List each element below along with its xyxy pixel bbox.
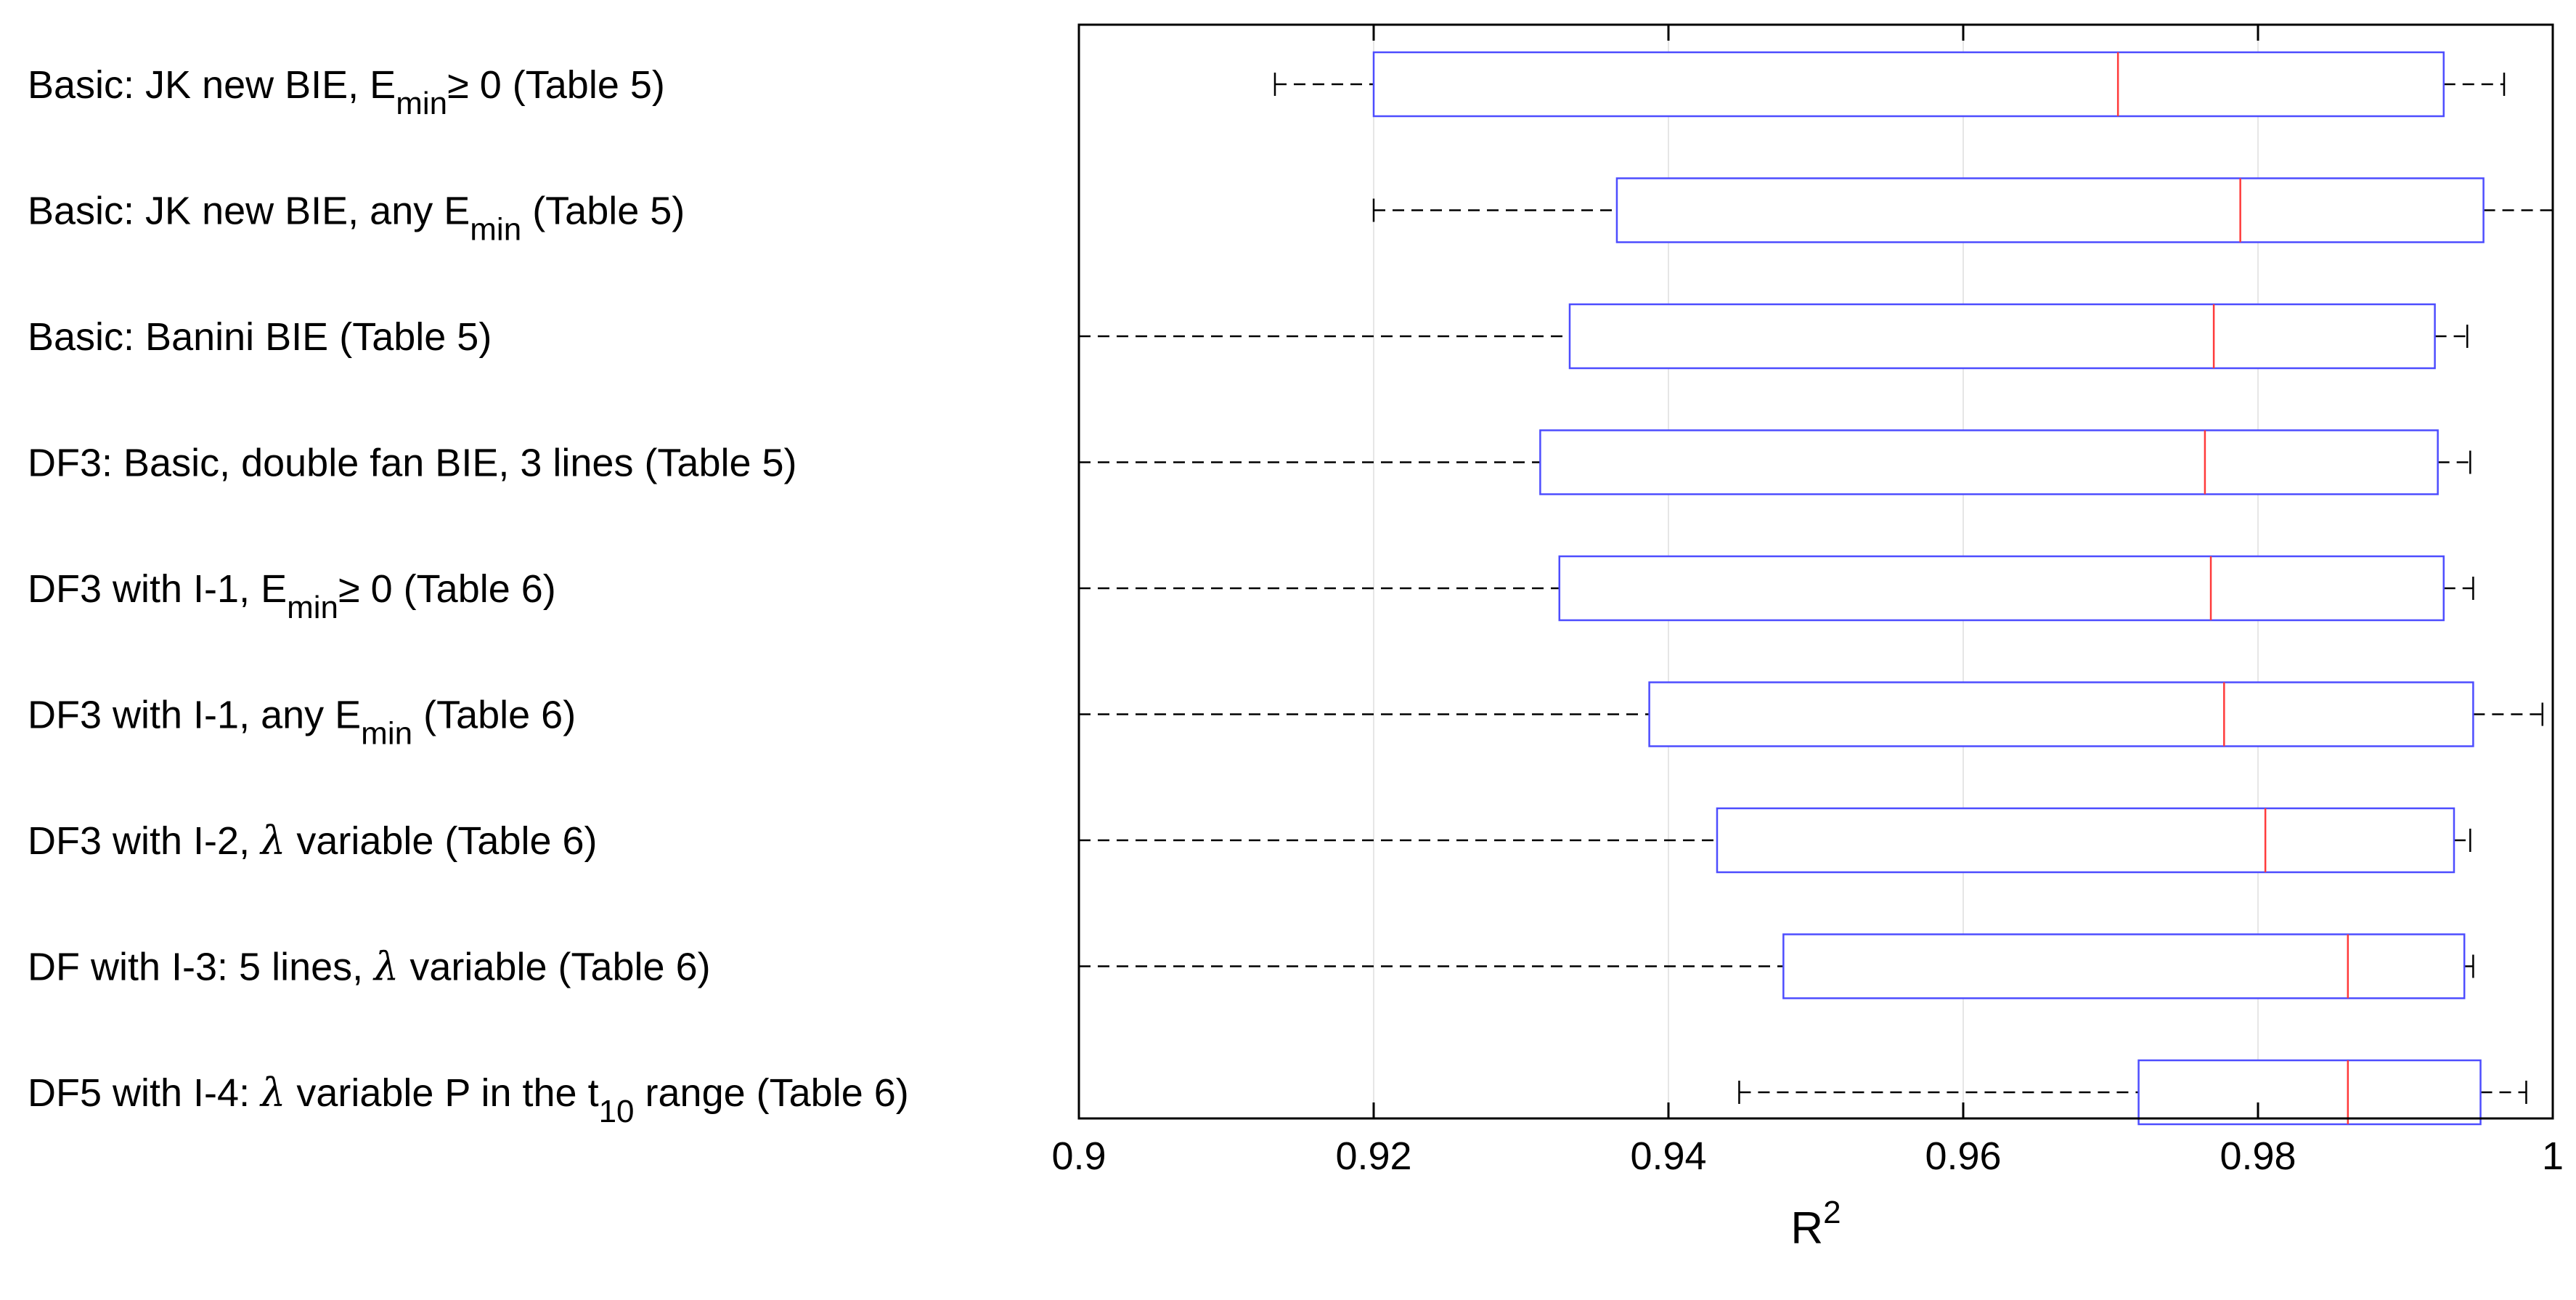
label-text: ≥ 0 (Table 6)	[338, 567, 556, 611]
label-text: λ	[259, 1070, 285, 1116]
interquartile-box	[1648, 681, 2474, 747]
label-text: DF5 with I-4:	[28, 1071, 261, 1115]
label-text: DF3 with I-2,	[28, 819, 261, 863]
label-text: λ	[259, 818, 285, 864]
x-tick-label: 1	[2542, 1134, 2564, 1178]
interquartile-box	[1716, 807, 2455, 874]
box-plot-row	[1077, 807, 2471, 874]
category-label: DF with I-3: 5 lines, λ variable (Table …	[28, 944, 711, 990]
label-text: range (Table 6)	[635, 1071, 909, 1115]
label-text: Basic: Banini BIE (Table 5)	[28, 315, 492, 359]
label-text: variable P in the t	[285, 1071, 598, 1115]
category-label: DF3 with I-2, λ variable (Table 6)	[28, 818, 598, 864]
label-text: variable (Table 6)	[285, 819, 597, 863]
label-text: DF with I-3: 5 lines,	[28, 946, 374, 989]
label-text: ≥ 0 (Table 5)	[447, 63, 665, 107]
label-text: variable (Table 6)	[399, 946, 710, 989]
interquartile-box	[1782, 933, 2466, 999]
box-plots	[1077, 51, 2554, 1126]
box-plot-row	[1738, 1059, 2527, 1126]
x-axis-title-superscript: 2	[1823, 1195, 1841, 1230]
box-plot-row	[1077, 933, 2474, 999]
x-tick-label: 0.96	[1925, 1134, 2001, 1178]
label-text: λ	[372, 944, 399, 990]
box-plot-row	[1273, 51, 2506, 118]
x-axis-title-text: R	[1790, 1203, 1823, 1254]
label-text: DF3 with I-1, any E	[28, 694, 361, 737]
category-label: Basic: Banini BIE (Table 5)	[28, 315, 492, 359]
label-subscript: 10	[599, 1094, 635, 1129]
label-text: Basic: JK new BIE, E	[28, 63, 396, 107]
label-text: DF3: Basic, double fan BIE, 3 lines (Tab…	[28, 442, 797, 485]
box-plot-row	[1077, 303, 2469, 370]
interquartile-box	[2137, 1059, 2482, 1126]
x-tick-label: 0.92	[1335, 1134, 1411, 1178]
x-tick-label: 0.9	[1051, 1134, 1106, 1178]
interquartile-box	[1539, 429, 2439, 495]
category-label: DF3 with I-1, any Emin (Table 6)	[28, 694, 576, 752]
category-label: DF3 with I-1, Emin≥ 0 (Table 6)	[28, 567, 556, 625]
interquartile-box	[1615, 177, 2485, 243]
category-labels: Basic: JK new BIE, Emin≥ 0 (Table 5)Basi…	[28, 63, 909, 1129]
box-plot-row	[1077, 555, 2474, 622]
interquartile-box	[1568, 303, 2436, 370]
x-axis-ticks: 0.9 0.92 0.94 0.96 0.98 1	[1051, 25, 2564, 1178]
label-subscript: min	[287, 590, 338, 625]
interquartile-box	[1372, 51, 2445, 118]
category-label: DF3: Basic, double fan BIE, 3 lines (Tab…	[28, 442, 797, 485]
interquartile-box	[1558, 555, 2445, 622]
label-text: Basic: JK new BIE, any E	[28, 190, 470, 233]
box-plot-row	[1077, 429, 2471, 495]
label-subscript: min	[361, 716, 412, 752]
category-label: Basic: JK new BIE, any Emin (Table 5)	[28, 190, 685, 248]
x-tick-label: 0.94	[1630, 1134, 1706, 1178]
category-label: DF5 with I-4: λ variable P in the t10 ra…	[28, 1070, 909, 1129]
x-tick-label: 0.98	[2220, 1134, 2296, 1178]
x-axis-title: R2	[1790, 1195, 1841, 1254]
label-text: (Table 5)	[521, 190, 685, 233]
label-text: (Table 6)	[412, 694, 576, 737]
label-text: DF3 with I-1, E	[28, 567, 287, 611]
label-subscript: min	[396, 86, 447, 121]
box-plot-row	[1372, 177, 2554, 243]
category-label: Basic: JK new BIE, Emin≥ 0 (Table 5)	[28, 63, 665, 121]
plot-area-frame	[1077, 23, 2554, 1120]
label-subscript: min	[470, 212, 521, 248]
box-plot-row	[1077, 681, 2544, 747]
